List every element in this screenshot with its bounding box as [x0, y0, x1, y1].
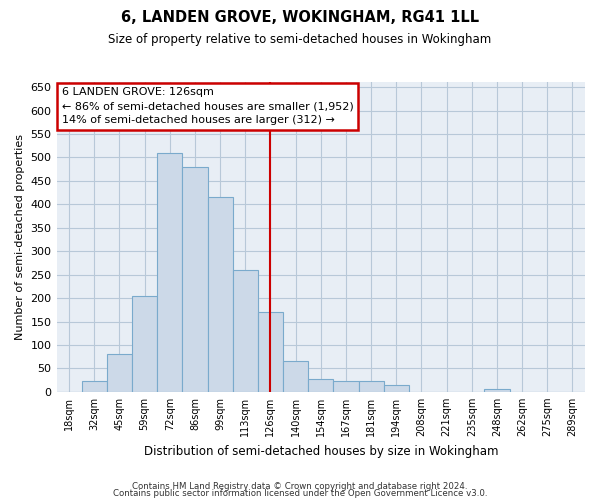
Bar — [383, 385, 409, 392]
Bar — [283, 362, 308, 392]
Bar — [334, 381, 359, 392]
X-axis label: Distribution of semi-detached houses by size in Wokingham: Distribution of semi-detached houses by … — [143, 444, 498, 458]
Text: Size of property relative to semi-detached houses in Wokingham: Size of property relative to semi-detach… — [109, 32, 491, 46]
Bar — [308, 379, 334, 392]
Bar — [182, 167, 208, 392]
Bar — [132, 296, 157, 392]
Text: 6 LANDEN GROVE: 126sqm
← 86% of semi-detached houses are smaller (1,952)
14% of : 6 LANDEN GROVE: 126sqm ← 86% of semi-det… — [62, 87, 353, 125]
Bar — [157, 153, 182, 392]
Y-axis label: Number of semi-detached properties: Number of semi-detached properties — [15, 134, 25, 340]
Bar — [107, 354, 132, 392]
Bar — [233, 270, 258, 392]
Bar — [208, 198, 233, 392]
Text: 6, LANDEN GROVE, WOKINGHAM, RG41 1LL: 6, LANDEN GROVE, WOKINGHAM, RG41 1LL — [121, 10, 479, 25]
Bar — [82, 382, 107, 392]
Bar — [258, 312, 283, 392]
Bar — [484, 390, 509, 392]
Bar — [359, 381, 383, 392]
Text: Contains public sector information licensed under the Open Government Licence v3: Contains public sector information licen… — [113, 490, 487, 498]
Text: Contains HM Land Registry data © Crown copyright and database right 2024.: Contains HM Land Registry data © Crown c… — [132, 482, 468, 491]
